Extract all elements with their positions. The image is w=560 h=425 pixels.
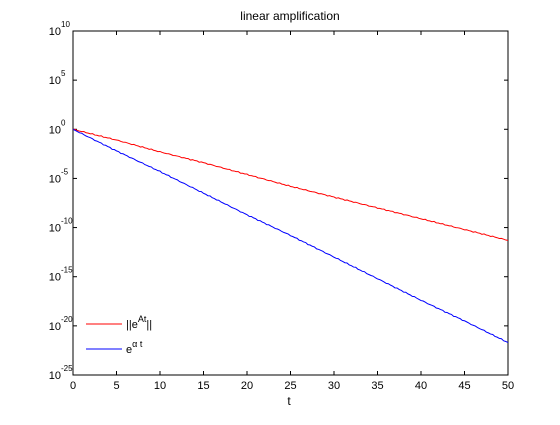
x-tick-label: 20	[241, 380, 253, 392]
x-axis-ticks: 0 5 10 15 20 25 30 35 40 45 50	[70, 31, 514, 392]
y-tick-label-base: 10	[49, 272, 61, 284]
y-tick-label-base: 10	[49, 223, 61, 235]
x-tick-label: 5	[113, 380, 119, 392]
legend-label-tail: ||	[146, 319, 152, 331]
y-tick-label-base: 10	[49, 26, 61, 38]
y-tick-label-exponent: -25	[61, 364, 73, 373]
legend-label: ||eAt||	[126, 314, 152, 331]
x-tick-label: 25	[284, 380, 296, 392]
y-tick-label-exponent: -10	[61, 217, 73, 226]
legend-label-superscript: α t	[132, 339, 143, 349]
legend-label-base: ||e	[126, 319, 138, 331]
x-tick-label: 45	[458, 380, 470, 392]
legend-label-base: e	[126, 344, 132, 356]
series-layer	[72, 128, 509, 344]
y-tick-label-exponent: 0	[61, 118, 66, 127]
y-tick-label-base: 10	[49, 173, 61, 185]
plot-area	[72, 30, 509, 376]
x-tick-label: 50	[502, 380, 514, 392]
x-tick-label: 15	[197, 380, 209, 392]
y-tick-label-exponent: 5	[61, 69, 66, 78]
x-axis-label: t	[287, 394, 291, 408]
chart-title: linear amplification	[240, 9, 339, 23]
x-tick-label: 30	[328, 380, 340, 392]
series-line-scalar-exp	[72, 128, 509, 344]
legend: ||eAt||eα t	[86, 314, 152, 356]
x-tick-label: 40	[415, 380, 427, 392]
y-tick-label-base: 10	[49, 124, 61, 136]
y-tick-label-exponent: -15	[61, 266, 73, 275]
y-tick-label-base: 10	[49, 75, 61, 87]
legend-label: eα t	[126, 339, 143, 356]
x-tick-label: 0	[70, 380, 76, 392]
y-tick-label-exponent: -5	[61, 167, 69, 176]
y-tick-label-base: 10	[49, 370, 61, 382]
x-tick-label: 35	[371, 380, 383, 392]
y-tick-label-base: 10	[49, 321, 61, 333]
legend-label-superscript: At	[138, 314, 147, 324]
x-tick-label: 10	[154, 380, 166, 392]
y-tick-label-exponent: -20	[61, 315, 73, 324]
y-tick-label-exponent: 10	[61, 20, 70, 29]
series-line-matrix-exp-norm	[72, 128, 509, 241]
